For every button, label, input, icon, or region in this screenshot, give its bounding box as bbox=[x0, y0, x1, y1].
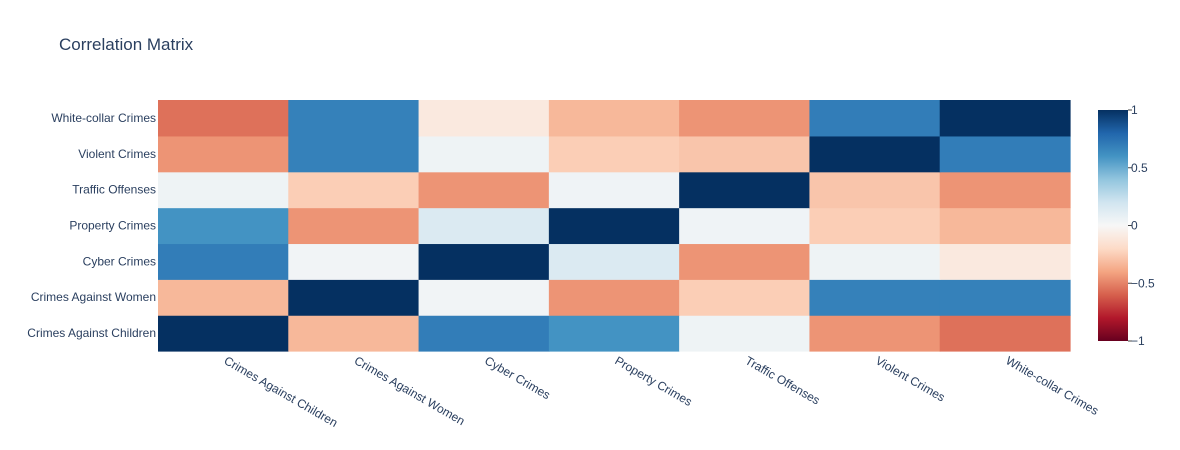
y-tick-label: Crimes Against Women bbox=[31, 290, 156, 304]
chart-title: Correlation Matrix bbox=[59, 35, 194, 54]
x-tick-label: Cyber Crimes bbox=[482, 353, 553, 402]
y-tick-label: Crimes Against Children bbox=[27, 326, 156, 340]
heatmap-cell bbox=[548, 100, 680, 137]
heatmap-cell bbox=[679, 135, 811, 173]
heatmap-cell bbox=[809, 315, 941, 352]
heatmap-cell bbox=[548, 171, 680, 209]
x-tick-label: Property Crimes bbox=[613, 353, 695, 408]
heatmap-cell bbox=[158, 243, 289, 280]
heatmap-cell bbox=[548, 279, 680, 316]
x-axis-tick-labels: Crimes Against Children Crimes Against Wo… bbox=[222, 353, 1101, 429]
heatmap-cell bbox=[288, 243, 420, 280]
colorbar-tick-label: 0.5 bbox=[1131, 161, 1148, 175]
heatmap-cell bbox=[679, 171, 811, 209]
heatmap-cell bbox=[158, 135, 289, 173]
colorbar: 1 0.5 0 −0.5 −1 bbox=[1098, 103, 1155, 348]
heatmap-cell bbox=[809, 243, 941, 280]
heatmap-cell bbox=[679, 279, 811, 316]
heatmap-cell bbox=[809, 135, 941, 173]
heatmap-cell bbox=[288, 207, 420, 245]
heatmap-cell bbox=[418, 207, 550, 245]
heatmap-cell bbox=[939, 243, 1071, 280]
x-tick-label: Violent Crimes bbox=[873, 353, 947, 404]
heatmap-cell bbox=[809, 100, 941, 137]
colorbar-gradient bbox=[1098, 110, 1128, 341]
heatmap-cell bbox=[548, 135, 680, 173]
heatmap-cell bbox=[939, 207, 1071, 245]
heatmap-cell bbox=[548, 207, 680, 245]
heatmap-cell bbox=[288, 135, 420, 173]
y-tick-label: White-collar Crimes bbox=[51, 111, 156, 125]
colorbar-tick-label: 1 bbox=[1131, 103, 1138, 117]
x-tick-label: White-collar Crimes bbox=[1003, 353, 1101, 417]
colorbar-tick-label: −0.5 bbox=[1131, 276, 1155, 290]
heatmap-cell bbox=[418, 135, 550, 173]
colorbar-tick-label: 0 bbox=[1131, 219, 1138, 233]
heatmap-cell bbox=[418, 100, 550, 137]
heatmap-cell bbox=[939, 315, 1071, 352]
heatmap-cell bbox=[939, 100, 1071, 137]
heatmap-cell bbox=[288, 100, 420, 137]
heatmap-cell bbox=[418, 315, 550, 352]
heatmap-cell bbox=[158, 315, 289, 352]
x-tick-label: Crimes Against Children bbox=[222, 353, 340, 429]
y-tick-label: Violent Crimes bbox=[78, 147, 156, 161]
y-axis-tick-labels: Crimes Against Children Crimes Against Wo… bbox=[27, 111, 156, 340]
y-tick-label: Property Crimes bbox=[69, 219, 156, 233]
heatmap-cell bbox=[939, 279, 1071, 316]
heatmap-cell bbox=[418, 279, 550, 316]
heatmap-cell bbox=[679, 100, 811, 137]
heatmap-cell bbox=[418, 171, 550, 209]
heatmap-cell bbox=[158, 100, 289, 137]
heatmap-cell bbox=[288, 315, 420, 352]
heatmap-cell bbox=[679, 243, 811, 280]
heatmap-cell bbox=[809, 171, 941, 209]
heatmap-cell bbox=[679, 315, 811, 352]
heatmap-cell bbox=[679, 207, 811, 245]
heatmap-cells bbox=[158, 100, 1071, 352]
heatmap-cell bbox=[288, 171, 420, 209]
y-tick-label: Traffic Offenses bbox=[72, 183, 156, 197]
y-tick-label: Cyber Crimes bbox=[83, 254, 156, 268]
heatmap-cell bbox=[939, 135, 1071, 173]
heatmap-cell bbox=[158, 171, 289, 209]
heatmap-cell bbox=[418, 243, 550, 280]
heatmap-cell bbox=[939, 171, 1071, 209]
heatmap-cell bbox=[288, 279, 420, 316]
heatmap-cell bbox=[809, 279, 941, 316]
heatmap-cell bbox=[158, 279, 289, 316]
heatmap-cell bbox=[548, 315, 680, 352]
heatmap-cell bbox=[809, 207, 941, 245]
colorbar-tick-label: −1 bbox=[1131, 334, 1145, 348]
heatmap-cell bbox=[548, 243, 680, 280]
x-tick-label: Crimes Against Women bbox=[352, 353, 467, 428]
x-tick-label: Traffic Offenses bbox=[743, 353, 823, 407]
heatmap-cell bbox=[158, 207, 289, 245]
